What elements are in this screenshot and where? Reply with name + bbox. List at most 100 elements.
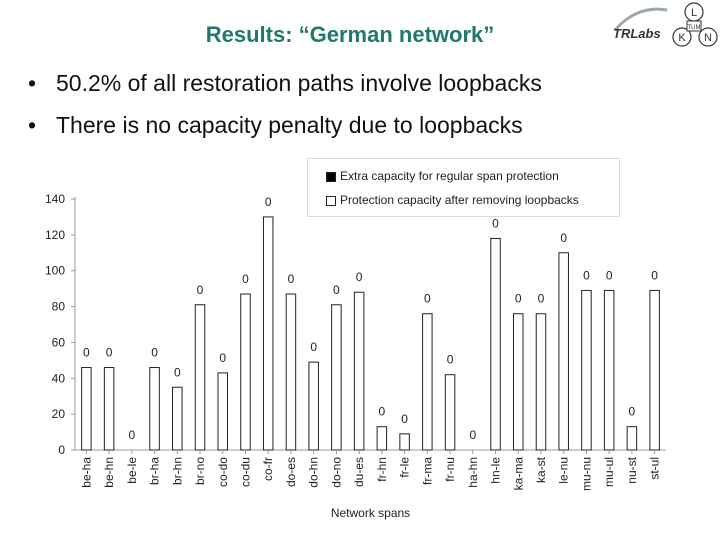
- x-axis-title: Network spans: [331, 506, 410, 520]
- x-tick-label: fr-le: [398, 457, 412, 478]
- bullet-text: There is no capacity penalty due to loop…: [56, 112, 523, 138]
- logo-letter-k: K: [678, 32, 686, 44]
- data-label-extra-capacity: 0: [356, 270, 363, 284]
- data-label-extra-capacity: 0: [310, 340, 317, 354]
- bar-protection-capacity: [331, 304, 342, 451]
- x-tick-label: do-no: [329, 457, 343, 488]
- bar-protection-capacity: [422, 313, 433, 451]
- y-tick-label: 40: [52, 371, 66, 385]
- y-tick-label: 100: [45, 264, 65, 278]
- data-label-extra-capacity: 0: [333, 283, 340, 297]
- x-tick-label: fr-ma: [420, 457, 434, 485]
- bar-protection-capacity: [535, 313, 547, 451]
- slide-title: Results: “German network”: [205, 22, 495, 47]
- data-label-extra-capacity: 0: [583, 268, 590, 282]
- x-tick-label: do-hn: [307, 457, 321, 488]
- x-tick-label: mu-ul: [602, 457, 616, 487]
- bar-protection-capacity: [194, 304, 206, 451]
- data-label-extra-capacity: 0: [515, 292, 522, 306]
- data-label-extra-capacity: 0: [447, 353, 454, 367]
- x-tick-label: co-do: [216, 457, 230, 487]
- data-label-extra-capacity: 0: [469, 428, 476, 442]
- x-tick-label: st-ul: [648, 457, 662, 480]
- x-tick-label: nu-st: [625, 456, 639, 483]
- x-tick-label: co-fr: [261, 457, 275, 481]
- x-tick-label: fr-hn: [375, 457, 389, 482]
- x-tick-label: du-es: [352, 457, 366, 487]
- x-tick-label: fr-nu: [443, 457, 457, 482]
- x-tick-label: br-hn: [170, 457, 184, 485]
- y-tick-label: 120: [45, 228, 65, 242]
- data-label-extra-capacity: 0: [651, 268, 658, 282]
- y-tick-label: 60: [52, 335, 66, 349]
- x-tick-label: be-ha: [79, 457, 93, 488]
- bar-protection-capacity: [285, 293, 297, 451]
- data-label-extra-capacity: 0: [492, 216, 499, 230]
- bar-protection-capacity: [558, 252, 569, 451]
- y-tick-label: 0: [58, 443, 65, 457]
- bar-protection-capacity: [149, 367, 160, 451]
- x-tick-label: br-ha: [148, 457, 162, 485]
- x-tick-label: ka-st: [534, 456, 548, 483]
- data-label-extra-capacity: 0: [151, 346, 158, 360]
- x-tick-label: ha-hn: [466, 457, 480, 488]
- x-tick-label: be-hn: [102, 457, 116, 488]
- trlabs-logo-text: TRLabs: [613, 26, 661, 41]
- x-tick-label: mu-nu: [579, 457, 593, 491]
- legend-item-extra-capacity: Extra capacity for regular span protecti…: [326, 169, 559, 183]
- x-tick-label: ka-ma: [511, 457, 525, 491]
- x-tick-label: br-no: [193, 457, 207, 485]
- data-label-extra-capacity: 0: [265, 195, 272, 209]
- bullet-item: • 50.2% of all restoration paths involve …: [28, 70, 542, 96]
- bar-protection-capacity: [490, 237, 501, 451]
- tum-emblem-icon: TUM: [688, 25, 701, 31]
- y-tick-label: 140: [45, 192, 65, 206]
- bar-protection-capacity: [103, 367, 115, 451]
- x-tick-label: do-es: [284, 457, 298, 487]
- bar-protection-capacity: [353, 291, 365, 451]
- y-tick-label: 20: [52, 407, 66, 421]
- y-tick-label: 80: [52, 300, 66, 314]
- data-label-extra-capacity: 0: [288, 272, 295, 286]
- bullet-list: • 50.2% of all restoration paths involve …: [28, 66, 542, 150]
- bar-protection-capacity: [81, 367, 92, 451]
- bar-protection-capacity: [240, 293, 251, 451]
- bar-protection-capacity: [649, 289, 660, 451]
- bar-protection-capacity: [217, 372, 228, 451]
- x-tick-label: hn-le: [489, 457, 503, 484]
- bar-protection-capacity: [444, 374, 456, 451]
- logo-letter-l: L: [691, 7, 697, 19]
- data-label-extra-capacity: 0: [424, 292, 431, 306]
- bar-protection-capacity: [603, 289, 615, 451]
- x-tick-label: le-nu: [557, 457, 571, 484]
- chart-legend: Extra capacity for regular span protecti…: [307, 158, 620, 217]
- bullet-text: 50.2% of all restoration paths involve l…: [56, 70, 542, 96]
- x-tick-label: be-le: [125, 457, 139, 484]
- data-label-extra-capacity: 0: [401, 412, 408, 426]
- data-label-extra-capacity: 0: [197, 283, 204, 297]
- data-label-extra-capacity: 0: [83, 346, 90, 360]
- data-label-extra-capacity: 0: [606, 268, 613, 282]
- logo-letter-n: N: [704, 32, 712, 44]
- x-tick-label: co-du: [238, 457, 252, 487]
- data-label-extra-capacity: 0: [379, 405, 386, 419]
- bar-protection-capacity: [262, 216, 274, 451]
- bar-protection-capacity: [626, 426, 638, 451]
- bar-protection-capacity: [581, 289, 592, 451]
- trlabs-tum-logo: TRLabs L K N TUM: [613, 2, 718, 47]
- legend-swatch-filled: [326, 171, 336, 182]
- bar-chart: 0 20 40 60 80 100 120 140 0 be-ha 0 be-hn 0 be-le 0 br-…: [45, 192, 666, 520]
- bullet-item: • There is no capacity penalty due to loo…: [28, 112, 523, 138]
- bar-protection-capacity: [513, 313, 524, 451]
- bar-protection-capacity: [399, 433, 410, 451]
- bar-protection-capacity: [376, 426, 388, 451]
- data-label-extra-capacity: 0: [538, 292, 545, 306]
- data-label-extra-capacity: 0: [560, 231, 567, 245]
- data-label-extra-capacity: 0: [174, 365, 181, 379]
- legend-item-protection-capacity: Protection capacity after removing loopb…: [326, 193, 579, 207]
- data-label-extra-capacity: 0: [629, 405, 636, 419]
- data-label-extra-capacity: 0: [106, 346, 113, 360]
- data-label-extra-capacity: 0: [219, 351, 226, 365]
- bar-protection-capacity: [172, 386, 183, 451]
- data-label-extra-capacity: 0: [128, 428, 135, 442]
